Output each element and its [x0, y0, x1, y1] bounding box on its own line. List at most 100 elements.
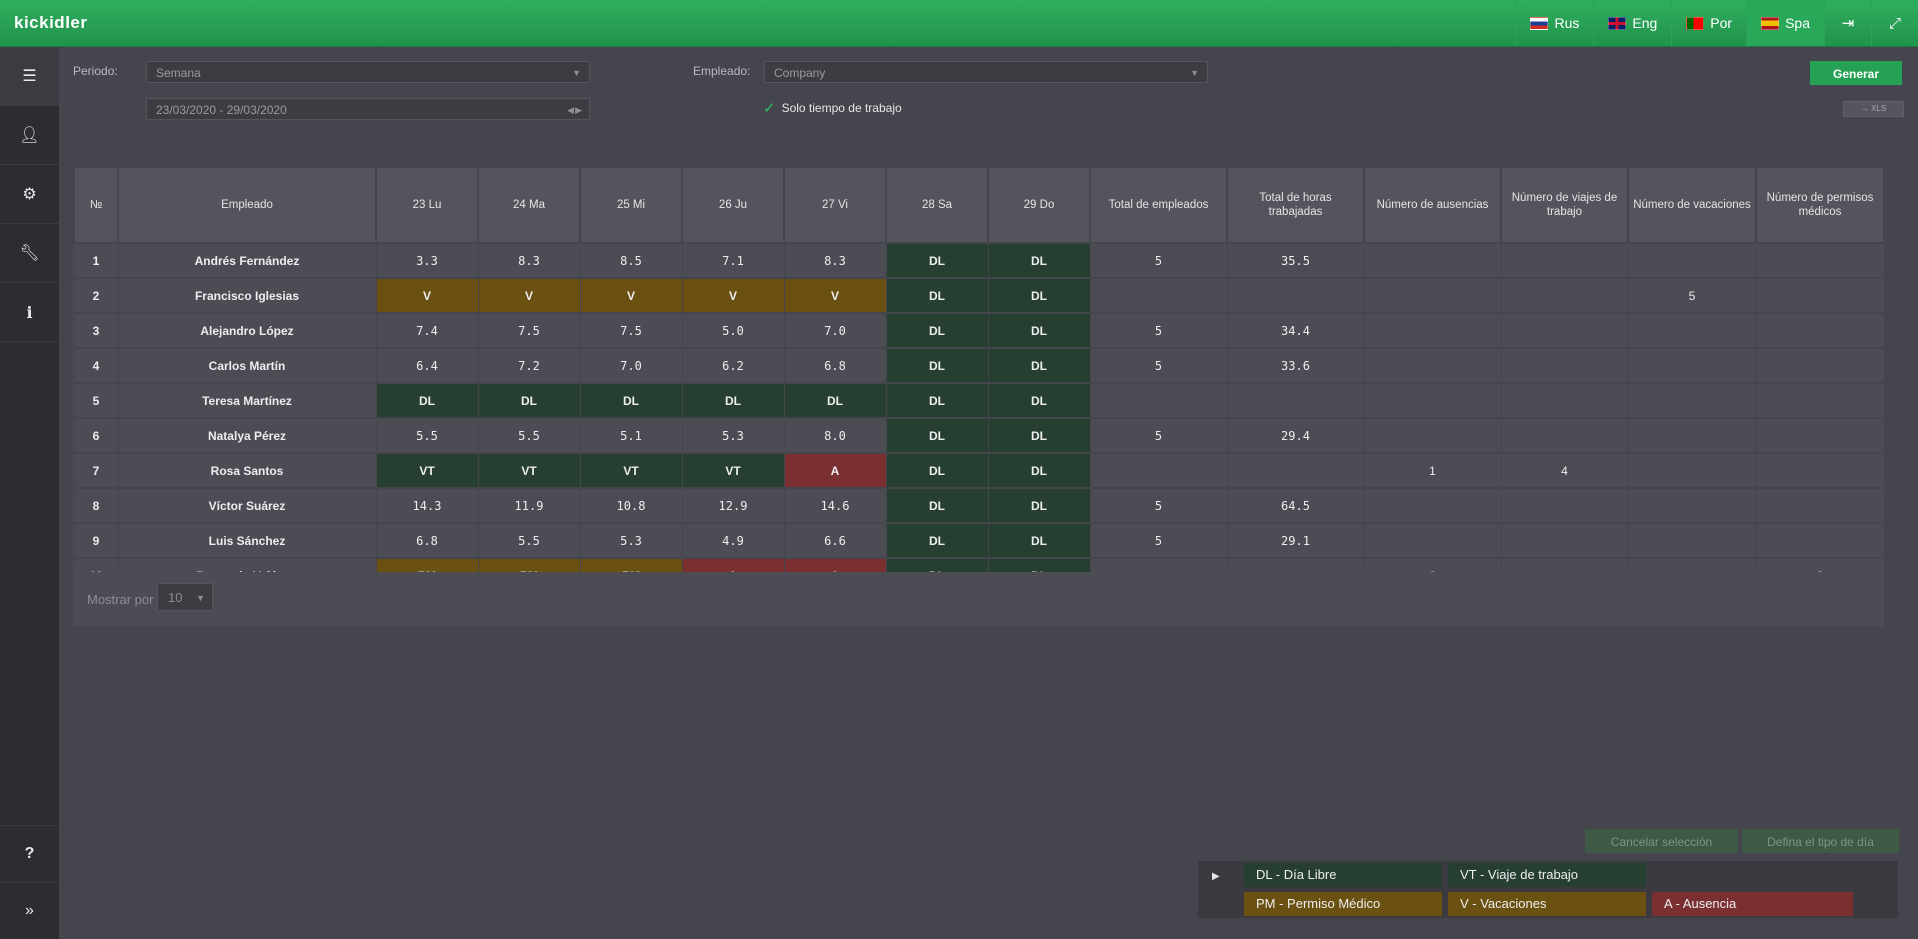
column-header[interactable]: Número de permisos médicos — [1755, 166, 1885, 244]
day-cell[interactable]: DL — [987, 523, 1091, 559]
employee-select[interactable]: Company ▼ — [764, 61, 1208, 83]
day-cell[interactable]: DL — [987, 418, 1091, 454]
day-cell[interactable]: DL — [885, 488, 989, 524]
column-header[interactable]: Empleado — [117, 166, 377, 244]
sidebar-item-reports[interactable]: ☰ — [0, 47, 59, 106]
sidebar-item-settings[interactable]: ⚙ — [0, 165, 59, 224]
column-header[interactable]: № — [73, 166, 119, 244]
day-cell[interactable]: V — [477, 278, 581, 314]
lang-rus[interactable]: Rus — [1515, 0, 1593, 46]
column-header[interactable]: Número de vacaciones — [1627, 166, 1757, 244]
expand-sidebar-button[interactable]: » — [0, 882, 59, 939]
generate-button[interactable]: Generar — [1810, 61, 1902, 85]
day-cell[interactable]: V — [783, 278, 887, 314]
day-cell[interactable]: DL — [987, 313, 1091, 349]
column-header[interactable]: Número de ausencias — [1363, 166, 1502, 244]
only-work-time-checkbox[interactable]: ✓ Solo tiempo de trabajo — [763, 99, 902, 117]
table-row[interactable]: 3 Alejandro López 7.4 7.5 7.5 5.0 7.0 DL DL 5 34.4 — [73, 313, 1885, 349]
table-row[interactable]: 8 Víctor Suárez 14.3 11.9 10.8 12.9 14.6 DL DL 5 6… — [73, 488, 1885, 524]
day-cell[interactable]: DL — [477, 383, 581, 419]
day-cell[interactable]: 6.8 — [783, 348, 887, 384]
day-cell[interactable]: 8.3 — [477, 243, 581, 279]
day-cell[interactable]: 6.2 — [681, 348, 785, 384]
column-header[interactable]: 25 Mi — [579, 166, 683, 244]
day-cell[interactable]: VT — [579, 453, 683, 489]
day-cell[interactable]: DL — [885, 453, 989, 489]
day-cell[interactable]: 7.1 — [681, 243, 785, 279]
day-cell[interactable]: VT — [375, 453, 479, 489]
day-cell[interactable]: 7.5 — [477, 313, 581, 349]
table-row[interactable]: 9 Luis Sánchez 6.8 5.5 5.3 4.9 6.6 DL DL 5 29.1 — [73, 523, 1885, 559]
column-header[interactable]: Total de empleados — [1089, 166, 1228, 244]
period-select[interactable]: Semana ▼ — [146, 61, 590, 83]
day-cell[interactable]: 8.0 — [783, 418, 887, 454]
prev-next-icon[interactable]: ◀▶ — [567, 105, 583, 115]
page-size-select[interactable]: 10 ▼ — [157, 583, 213, 611]
column-header[interactable]: 28 Sa — [885, 166, 989, 244]
day-cell[interactable]: 6.6 — [783, 523, 887, 559]
day-cell[interactable]: 7.0 — [783, 313, 887, 349]
day-cell[interactable]: 5.3 — [681, 418, 785, 454]
day-cell[interactable]: 7.2 — [477, 348, 581, 384]
sidebar-item-tools[interactable]: 🔧︎ — [0, 224, 59, 283]
day-cell[interactable]: 4.9 — [681, 523, 785, 559]
day-cell[interactable]: 14.6 — [783, 488, 887, 524]
day-cell[interactable]: DL — [885, 418, 989, 454]
column-header[interactable]: 29 Do — [987, 166, 1091, 244]
lang-spa[interactable]: Spa — [1746, 0, 1824, 46]
table-row[interactable]: 5 Teresa Martínez DL DL DL DL DL DL DL — [73, 383, 1885, 419]
day-cell[interactable]: 12.9 — [681, 488, 785, 524]
day-cell[interactable]: DL — [987, 453, 1091, 489]
day-cell[interactable]: 5.1 — [579, 418, 683, 454]
cancel-selection-button[interactable]: Cancelar selección — [1585, 829, 1738, 853]
day-cell[interactable]: 11.9 — [477, 488, 581, 524]
day-cell[interactable]: 5.5 — [477, 523, 581, 559]
day-cell[interactable]: 14.3 — [375, 488, 479, 524]
sidebar-item-info[interactable]: i — [0, 283, 59, 342]
define-day-type-button[interactable]: Defina el tipo de día — [1742, 829, 1899, 853]
day-cell[interactable]: DL — [987, 348, 1091, 384]
day-cell[interactable]: DL — [885, 383, 989, 419]
fullscreen-button[interactable]: ⤢ — [1871, 0, 1918, 46]
logout-button[interactable]: ⇥ — [1824, 0, 1871, 46]
table-row[interactable]: 7 Rosa Santos VT VT VT VT A DL DL 1 4 — [73, 453, 1885, 489]
day-cell[interactable]: 10.8 — [579, 488, 683, 524]
table-row[interactable]: 1 Andrés Fernández 3.3 8.3 8.5 7.1 8.3 DL DL 5 35.… — [73, 243, 1885, 279]
column-header[interactable]: Número de viajes de trabajo — [1500, 166, 1629, 244]
day-cell[interactable]: 5.0 — [681, 313, 785, 349]
day-cell[interactable]: 7.0 — [579, 348, 683, 384]
day-cell[interactable]: V — [681, 278, 785, 314]
day-cell[interactable]: 3.3 — [375, 243, 479, 279]
column-header[interactable]: 27 Vi — [783, 166, 887, 244]
day-cell[interactable]: 5.5 — [477, 418, 581, 454]
table-row[interactable]: 2 Francisco Iglesias V V V V V DL DL 5 — [73, 278, 1885, 314]
day-cell[interactable]: 7.5 — [579, 313, 683, 349]
column-header[interactable]: 24 Ma — [477, 166, 581, 244]
day-cell[interactable]: DL — [783, 383, 887, 419]
export-xls-button[interactable]: → XLS — [1843, 101, 1904, 117]
day-cell[interactable]: 8.5 — [579, 243, 683, 279]
day-cell[interactable]: 5.5 — [375, 418, 479, 454]
day-cell[interactable]: DL — [987, 488, 1091, 524]
day-cell[interactable]: V — [579, 278, 683, 314]
day-cell[interactable]: DL — [681, 383, 785, 419]
day-cell[interactable]: VT — [681, 453, 785, 489]
day-cell[interactable]: 6.8 — [375, 523, 479, 559]
caret-right-icon[interactable]: ▶ — [1212, 871, 1220, 882]
day-cell[interactable]: DL — [987, 243, 1091, 279]
sidebar-item-employees[interactable]: 👤︎ — [0, 106, 59, 165]
day-cell[interactable]: VT — [477, 453, 581, 489]
column-header[interactable]: 26 Ju — [681, 166, 785, 244]
day-cell[interactable]: 8.3 — [783, 243, 887, 279]
column-header[interactable]: 23 Lu — [375, 166, 479, 244]
day-cell[interactable]: DL — [885, 523, 989, 559]
day-cell[interactable]: 6.4 — [375, 348, 479, 384]
day-cell[interactable]: 7.4 — [375, 313, 479, 349]
day-cell[interactable]: DL — [987, 383, 1091, 419]
column-header[interactable]: Total de horas trabajadas — [1226, 166, 1365, 244]
date-range-picker[interactable]: 23/03/2020 - 29/03/2020 ◀▶ — [146, 98, 590, 120]
day-cell[interactable]: 5.3 — [579, 523, 683, 559]
day-cell[interactable]: V — [375, 278, 479, 314]
day-cell[interactable]: DL — [375, 383, 479, 419]
day-cell[interactable]: DL — [885, 278, 989, 314]
